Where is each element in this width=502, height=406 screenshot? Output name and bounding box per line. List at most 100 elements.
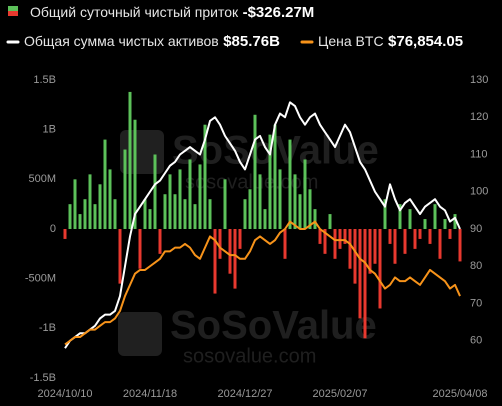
- legend-label: Общий суточный чистый приток: [30, 4, 239, 20]
- bar: [153, 154, 157, 229]
- bar: [208, 199, 212, 229]
- watermark-site: sosovalue.com: [185, 171, 318, 193]
- line: [64, 101, 461, 349]
- bar: [383, 199, 387, 229]
- y2-tick-label: 70: [470, 297, 482, 309]
- bar: [238, 229, 242, 249]
- bar: [333, 229, 337, 259]
- bar: [63, 229, 67, 239]
- bar: [298, 194, 302, 229]
- bar: [118, 229, 122, 284]
- x-tick-label: 2024/12/27: [217, 388, 272, 400]
- y2-tick-label: 60: [470, 335, 482, 347]
- bar: [283, 229, 287, 259]
- y2-tick-label: 120: [470, 111, 488, 123]
- bar: [88, 174, 92, 229]
- bar: [193, 204, 197, 229]
- bar: [413, 229, 417, 249]
- bar: [93, 204, 97, 229]
- legend-entry: Общий суточный чистый приток -$326.27M: [30, 4, 314, 22]
- bar: [408, 209, 412, 229]
- y2-tick-label: 80: [470, 260, 482, 272]
- bar: [398, 204, 402, 229]
- bar: [168, 174, 172, 229]
- bar: [373, 229, 377, 264]
- bar: [303, 159, 307, 229]
- bar: [253, 114, 257, 229]
- watermark-logo: [120, 130, 164, 174]
- bar: [368, 229, 372, 274]
- bar: [143, 199, 147, 229]
- bar: [233, 229, 237, 289]
- bar: [68, 204, 72, 229]
- y-tick-label: 1.5B: [33, 74, 56, 86]
- legend-entry: Цена BTC $76,854.05: [318, 33, 463, 51]
- bar: [128, 91, 132, 229]
- bar: [108, 169, 112, 229]
- legend-entry: Общая сумма чистых активов $85.76B: [24, 33, 280, 51]
- bar: [418, 229, 422, 239]
- bar: [268, 134, 272, 229]
- bar: [328, 214, 332, 229]
- legend: Общий суточный чистый приток -$326.27M О…: [6, 4, 463, 51]
- bar: [203, 124, 207, 229]
- bar: [428, 229, 432, 244]
- bar: [323, 229, 327, 254]
- bar: [358, 229, 362, 319]
- bar: [188, 159, 192, 229]
- legend-label: Цена BTC: [318, 33, 384, 49]
- y2-tick-label: 100: [470, 186, 488, 198]
- bar: [443, 219, 447, 229]
- bar: [178, 169, 182, 229]
- line: [64, 220, 461, 346]
- y2-tick-label: 110: [470, 148, 488, 160]
- bar: [183, 199, 187, 229]
- legend-value: $76,854.05: [388, 33, 463, 50]
- y-tick-label: -500M: [25, 273, 56, 285]
- bar: [293, 174, 297, 229]
- bar: [378, 229, 382, 309]
- bar: [218, 229, 222, 259]
- bar: [343, 229, 347, 244]
- bar: [148, 209, 152, 229]
- y2-tick-label: 130: [470, 74, 488, 86]
- bar: [123, 149, 127, 229]
- bar: [243, 199, 247, 229]
- bar: [213, 229, 217, 294]
- bar: [83, 199, 87, 229]
- legend-label: Общая сумма чистых активов: [24, 33, 219, 49]
- x-tick-label: 2025/02/07: [312, 388, 367, 400]
- bar: [423, 219, 427, 229]
- bar: [258, 174, 262, 229]
- legend-icon-positive: [8, 6, 18, 11]
- bar: [133, 119, 137, 229]
- bar: [78, 214, 82, 229]
- bar: [273, 124, 277, 229]
- y2-tick-label: 90: [470, 223, 482, 235]
- legend-icon-negative: [8, 11, 18, 16]
- bar: [248, 189, 252, 229]
- bar: [433, 204, 437, 229]
- bar: [448, 229, 452, 239]
- watermark-logo: [118, 312, 162, 356]
- x-tick-label: 2025/04/08: [432, 388, 487, 400]
- x-tick-label: 2024/11/18: [123, 388, 177, 400]
- legend-value: -$326.27M: [243, 4, 315, 21]
- bar: [403, 229, 407, 254]
- bar: [98, 184, 102, 229]
- bar: [73, 179, 77, 229]
- y-tick-label: -1.5B: [30, 372, 56, 384]
- bar: [223, 179, 227, 229]
- y-tick-label: 1B: [43, 124, 56, 136]
- bar: [103, 139, 107, 229]
- bar: [278, 169, 282, 229]
- watermark-bottom: SoSoValue sosovalue.com: [118, 304, 377, 367]
- watermark-brand: SoSoValue: [170, 304, 377, 348]
- x-tick-label: 2024/10/10: [37, 388, 92, 400]
- bar: [338, 229, 342, 249]
- bar: [438, 229, 442, 259]
- bar: [158, 229, 162, 254]
- bar: [308, 189, 312, 229]
